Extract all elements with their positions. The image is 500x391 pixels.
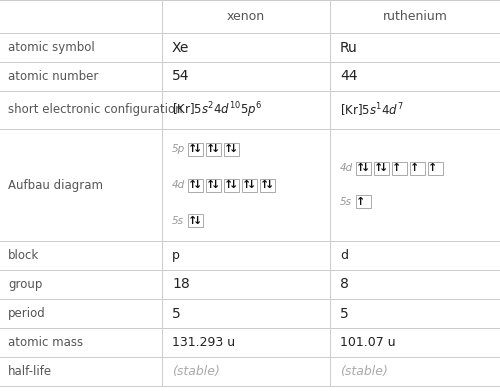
Text: ↓: ↓ xyxy=(361,163,370,173)
FancyBboxPatch shape xyxy=(242,179,256,192)
Text: ↓: ↓ xyxy=(247,180,256,190)
Text: 18: 18 xyxy=(172,278,190,292)
Text: Aufbau diagram: Aufbau diagram xyxy=(8,179,103,192)
Text: 4d: 4d xyxy=(340,163,353,173)
FancyBboxPatch shape xyxy=(374,162,388,175)
Text: group: group xyxy=(8,278,42,291)
Text: 54: 54 xyxy=(172,70,190,84)
FancyBboxPatch shape xyxy=(224,179,238,192)
Text: p: p xyxy=(172,249,180,262)
Text: ruthenium: ruthenium xyxy=(382,10,448,23)
Text: ↓: ↓ xyxy=(379,163,388,173)
Text: ↓: ↓ xyxy=(211,180,220,190)
Text: Xe: Xe xyxy=(172,41,190,54)
Text: ↑: ↑ xyxy=(374,163,383,173)
Text: period: period xyxy=(8,307,46,320)
Text: ↑: ↑ xyxy=(206,144,215,154)
Text: 5: 5 xyxy=(340,307,349,321)
Text: 131.293 u: 131.293 u xyxy=(172,336,235,349)
FancyBboxPatch shape xyxy=(356,162,370,175)
Text: atomic symbol: atomic symbol xyxy=(8,41,95,54)
Text: $[\mathrm{Kr}]5s^{1}4d^{7}$: $[\mathrm{Kr}]5s^{1}4d^{7}$ xyxy=(340,101,404,119)
Text: d: d xyxy=(340,249,348,262)
Text: ↓: ↓ xyxy=(193,180,202,190)
Text: $[\mathrm{Kr}]5s^{2}4d^{10}5p^{6}$: $[\mathrm{Kr}]5s^{2}4d^{10}5p^{6}$ xyxy=(172,100,262,120)
Text: ↑: ↑ xyxy=(356,197,365,207)
Text: ↑: ↑ xyxy=(188,216,197,226)
FancyBboxPatch shape xyxy=(356,195,370,208)
FancyBboxPatch shape xyxy=(188,143,202,156)
Text: ↓: ↓ xyxy=(211,144,220,154)
Text: atomic number: atomic number xyxy=(8,70,98,83)
Text: short electronic configuration: short electronic configuration xyxy=(8,104,182,117)
Text: (stable): (stable) xyxy=(340,365,388,378)
FancyBboxPatch shape xyxy=(260,179,274,192)
Text: ↓: ↓ xyxy=(229,144,238,154)
Text: ↑: ↑ xyxy=(260,180,269,190)
Text: ↑: ↑ xyxy=(356,163,365,173)
FancyBboxPatch shape xyxy=(188,214,202,227)
Text: ↑: ↑ xyxy=(188,144,197,154)
FancyBboxPatch shape xyxy=(206,179,220,192)
Text: 5p: 5p xyxy=(172,144,185,154)
Text: 5s: 5s xyxy=(340,197,352,207)
Text: block: block xyxy=(8,249,39,262)
Text: ↓: ↓ xyxy=(193,216,202,226)
Text: xenon: xenon xyxy=(227,10,265,23)
FancyBboxPatch shape xyxy=(392,162,406,175)
Text: 101.07 u: 101.07 u xyxy=(340,336,396,349)
Text: 5: 5 xyxy=(172,307,181,321)
Text: 44: 44 xyxy=(340,70,357,84)
FancyBboxPatch shape xyxy=(206,143,220,156)
Text: ↑: ↑ xyxy=(410,163,419,173)
Text: ↑: ↑ xyxy=(392,163,401,173)
Text: 5s: 5s xyxy=(172,216,184,226)
FancyBboxPatch shape xyxy=(224,143,238,156)
Text: ↑: ↑ xyxy=(206,180,215,190)
Text: (stable): (stable) xyxy=(172,365,220,378)
Text: atomic mass: atomic mass xyxy=(8,336,83,349)
Text: ↑: ↑ xyxy=(224,144,233,154)
Text: ↑: ↑ xyxy=(428,163,437,173)
Text: 4d: 4d xyxy=(172,180,185,190)
Text: half-life: half-life xyxy=(8,365,52,378)
Text: ↑: ↑ xyxy=(188,180,197,190)
Text: ↑: ↑ xyxy=(242,180,251,190)
Text: ↑: ↑ xyxy=(224,180,233,190)
Text: ↓: ↓ xyxy=(229,180,238,190)
FancyBboxPatch shape xyxy=(410,162,424,175)
Text: Ru: Ru xyxy=(340,41,358,54)
FancyBboxPatch shape xyxy=(188,179,202,192)
Text: ↓: ↓ xyxy=(193,144,202,154)
FancyBboxPatch shape xyxy=(428,162,442,175)
Text: ↓: ↓ xyxy=(265,180,274,190)
Text: 8: 8 xyxy=(340,278,349,292)
